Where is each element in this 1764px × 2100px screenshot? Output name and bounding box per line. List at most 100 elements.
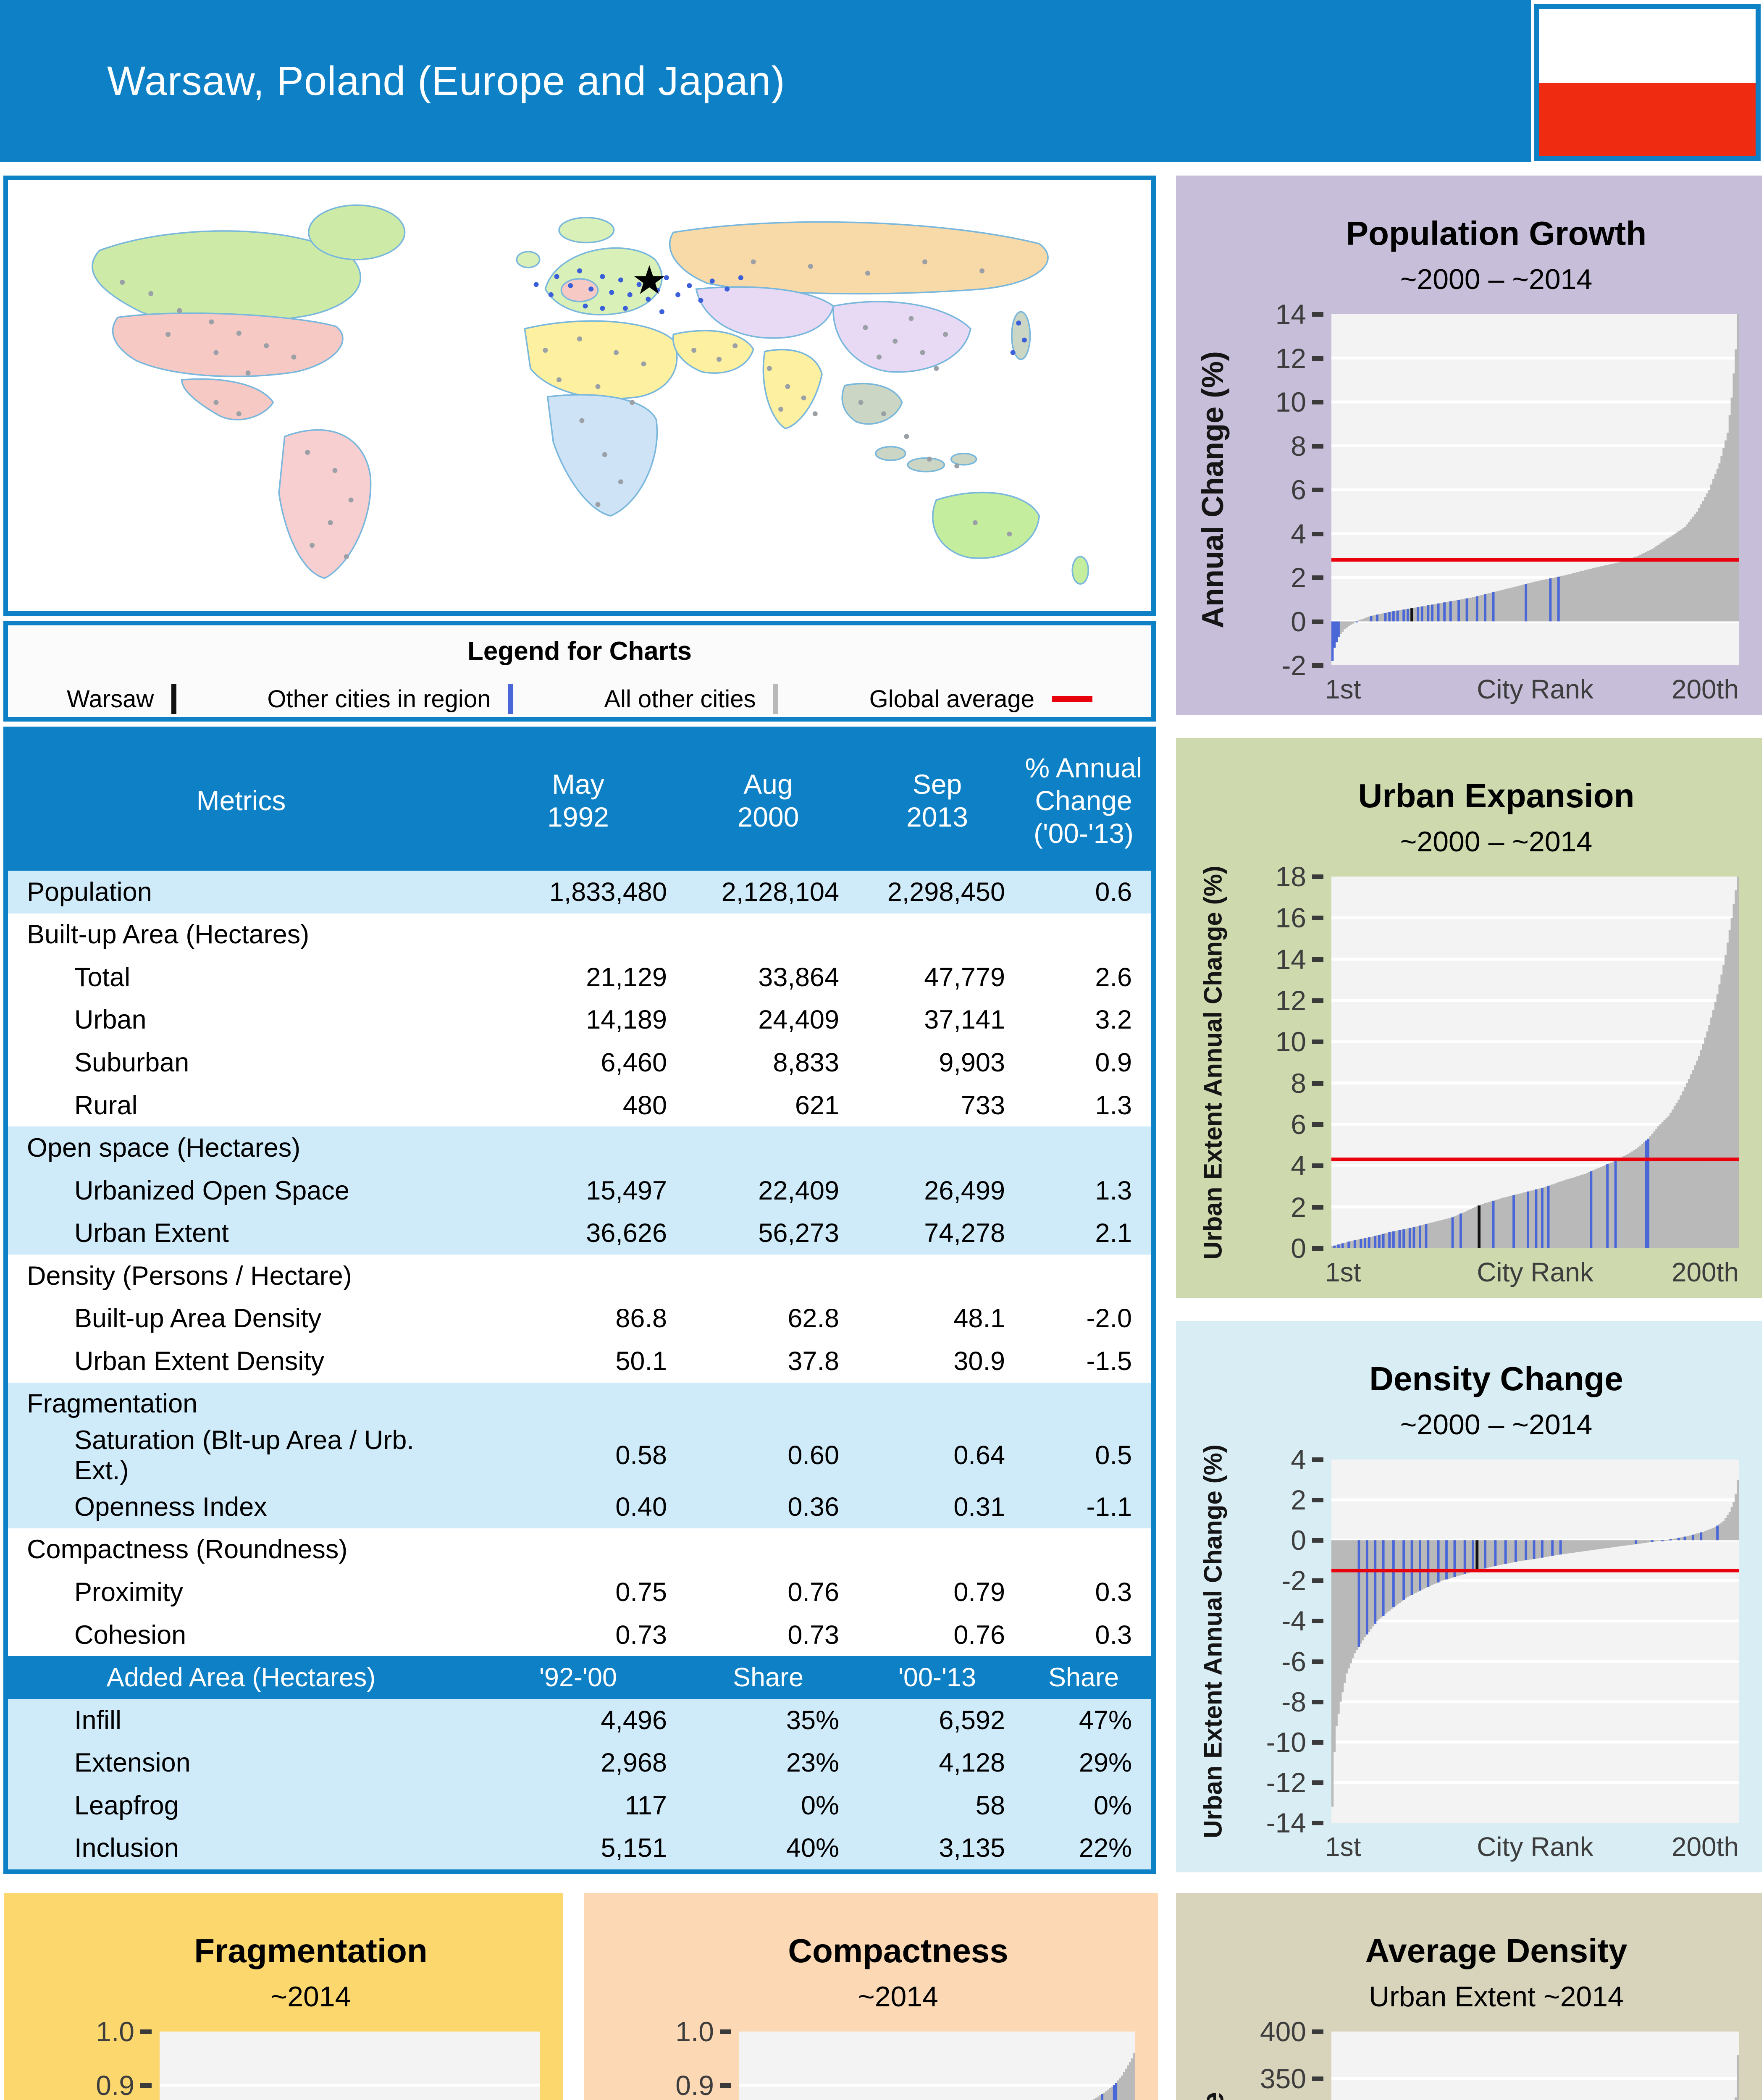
row-value: 0.60 xyxy=(788,1441,839,1470)
chart-plot-population-growth xyxy=(1331,314,1739,665)
warsaw-bar xyxy=(1475,1540,1479,1571)
table-row: Openness Index 0.40 0.36 0.31 -1.1 xyxy=(8,1486,1151,1528)
y-tick-mark xyxy=(1312,312,1323,317)
row-value: 50.1 xyxy=(615,1346,667,1376)
y-tick-mark xyxy=(1312,619,1323,624)
row-label: Urban Extent xyxy=(74,1218,229,1248)
chart-title: Fragmentation xyxy=(194,1932,428,1969)
y-tick-label: -14 xyxy=(1266,1807,1306,1838)
y-tick-mark xyxy=(1312,874,1323,879)
table-row: Saturation (Blt-up Area / Urb. Ext.) 0.58… xyxy=(8,1425,1151,1486)
y-tick-mark xyxy=(1312,1122,1323,1127)
poland-flag-red-stripe xyxy=(1539,83,1756,156)
chart-plot-average-density xyxy=(1331,2032,1739,2100)
row-label: Inclusion xyxy=(74,1833,179,1863)
row-value: 48.1 xyxy=(953,1304,1005,1334)
header-bar: Warsaw, Poland (Europe and Japan) xyxy=(0,0,1531,162)
chart-subtitle: ~2014 xyxy=(270,1981,351,2013)
row-label: Suburban xyxy=(74,1047,189,1077)
row-label: Rural xyxy=(74,1090,138,1120)
chart-title: Urban Expansion xyxy=(1358,777,1635,814)
row-value: 3.2 xyxy=(1095,1005,1132,1035)
chart-title: Compactness xyxy=(788,1932,1008,1969)
y-tick-label: 0.9 xyxy=(675,2069,714,2100)
y-tick-label: 2 xyxy=(1291,562,1306,593)
row-value: -1.5 xyxy=(1086,1346,1132,1376)
table-row: Total 21,129 33,864 47,779 2.6 xyxy=(8,956,1151,999)
chart-subtitle: ~2000 – ~2014 xyxy=(1400,1409,1593,1441)
y-tick-mark xyxy=(1312,400,1323,404)
y-tick-mark xyxy=(1312,488,1323,492)
chart-panel-fragmentation: Fragmentation~2014Saturation1.00.90.80.7… xyxy=(4,1893,563,2100)
row-label: Proximity xyxy=(74,1577,184,1607)
y-tick-mark xyxy=(1312,663,1323,668)
chart-subtitle: ~2000 – ~2014 xyxy=(1400,826,1593,858)
row-value: 6,592 xyxy=(939,1705,1005,1735)
table-row: Population 1,833,480 2,128,104 2,298,450 0.6 xyxy=(8,871,1151,914)
row-value: 0.75 xyxy=(615,1577,667,1607)
y-tick-mark xyxy=(720,2029,731,2034)
y-tick-mark xyxy=(1312,2029,1323,2034)
y-tick-mark xyxy=(1312,957,1323,962)
y-tick-mark xyxy=(1312,998,1323,1003)
y-tick-mark xyxy=(1312,1578,1323,1583)
table-header-metrics: Metrics xyxy=(196,785,286,816)
chart-subtitle: ~2014 xyxy=(858,1981,938,2013)
row-value: 0% xyxy=(801,1790,839,1820)
row-value: 86.8 xyxy=(615,1304,667,1334)
y-tick-label: 6 xyxy=(1291,1109,1306,1140)
warsaw-bar xyxy=(1410,608,1413,622)
y-tick-label: -12 xyxy=(1266,1767,1306,1798)
y-tick-label: 0.9 xyxy=(96,2069,134,2100)
row-value: 0.76 xyxy=(788,1577,839,1607)
y-tick-mark xyxy=(1312,1081,1323,1086)
row-value: 22,409 xyxy=(758,1176,839,1205)
row-value: 33,864 xyxy=(758,962,839,992)
legend-swatch-warsaw xyxy=(171,684,177,714)
chart-plot-urban-expansion xyxy=(1331,877,1739,1248)
added-area-header-cell: '92-'00 xyxy=(539,1663,617,1693)
page-title: Warsaw, Poland (Europe and Japan) xyxy=(107,58,785,104)
chart-plot-fragmentation xyxy=(160,2032,540,2100)
y-tick-label: 350 xyxy=(1260,2063,1306,2094)
warsaw-bar xyxy=(1478,1205,1481,1248)
row-value: 21,129 xyxy=(586,962,667,992)
y-tick-label: -8 xyxy=(1281,1686,1306,1717)
y-tick-mark xyxy=(140,2029,152,2034)
row-label: Cohesion xyxy=(74,1620,186,1650)
added-area-header-cell: '00-'13 xyxy=(898,1663,976,1693)
row-label: Open space (Hectares) xyxy=(27,1133,301,1163)
row-value: 3,135 xyxy=(939,1833,1005,1863)
table-row: Urbanized Open Space 15,497 22,409 26,499 1.… xyxy=(8,1169,1151,1212)
y-tick-label: 1.0 xyxy=(675,2016,714,2047)
table-row: Infill 4,496 35% 6,592 47% xyxy=(8,1698,1151,1742)
chart-panel-compactness: Compactness~2014Proximity Index1.00.90.8… xyxy=(584,1893,1158,2100)
y-tick-label: 4 xyxy=(1291,1444,1306,1475)
table-row: Built-up Area Density 86.8 62.8 48.1 -2.0 xyxy=(8,1297,1151,1340)
y-tick-label: 16 xyxy=(1275,902,1306,934)
row-value: 117 xyxy=(625,1790,667,1820)
added-area-header-cell: Share xyxy=(1048,1663,1119,1693)
row-value: 74,278 xyxy=(924,1218,1005,1248)
added-area-header-cell: Added Area (Hectares) xyxy=(106,1663,376,1693)
added-area-header-cell: Share xyxy=(732,1663,804,1693)
x-axis-label: City Rank xyxy=(1477,674,1593,704)
row-value: 2.6 xyxy=(1095,962,1132,992)
row-value: 15,497 xyxy=(586,1176,667,1205)
y-tick-label: 400 xyxy=(1260,2016,1306,2047)
y-tick-mark xyxy=(1312,1740,1323,1745)
y-tick-label: -2 xyxy=(1281,650,1306,681)
legend-item-all-other-cities: All other cities xyxy=(604,684,779,714)
legend-title: Legend for Charts xyxy=(467,637,692,666)
row-value: 0.31 xyxy=(953,1492,1005,1522)
row-value: 4,128 xyxy=(939,1748,1005,1778)
table-row: Built-up Area (Hectares) xyxy=(8,914,1151,956)
table-row: Inclusion 5,151 40% 3,135 22% xyxy=(8,1827,1151,1870)
table-row: Compactness (Roundness) xyxy=(8,1528,1151,1571)
legend-item-warsaw: Warsaw xyxy=(67,684,177,714)
row-value: 733 xyxy=(961,1090,1005,1120)
row-value: 1.3 xyxy=(1095,1090,1132,1120)
y-tick-label: 4 xyxy=(1291,518,1306,549)
world-map xyxy=(8,180,1151,611)
legend-swatch-global-average xyxy=(1052,696,1092,702)
